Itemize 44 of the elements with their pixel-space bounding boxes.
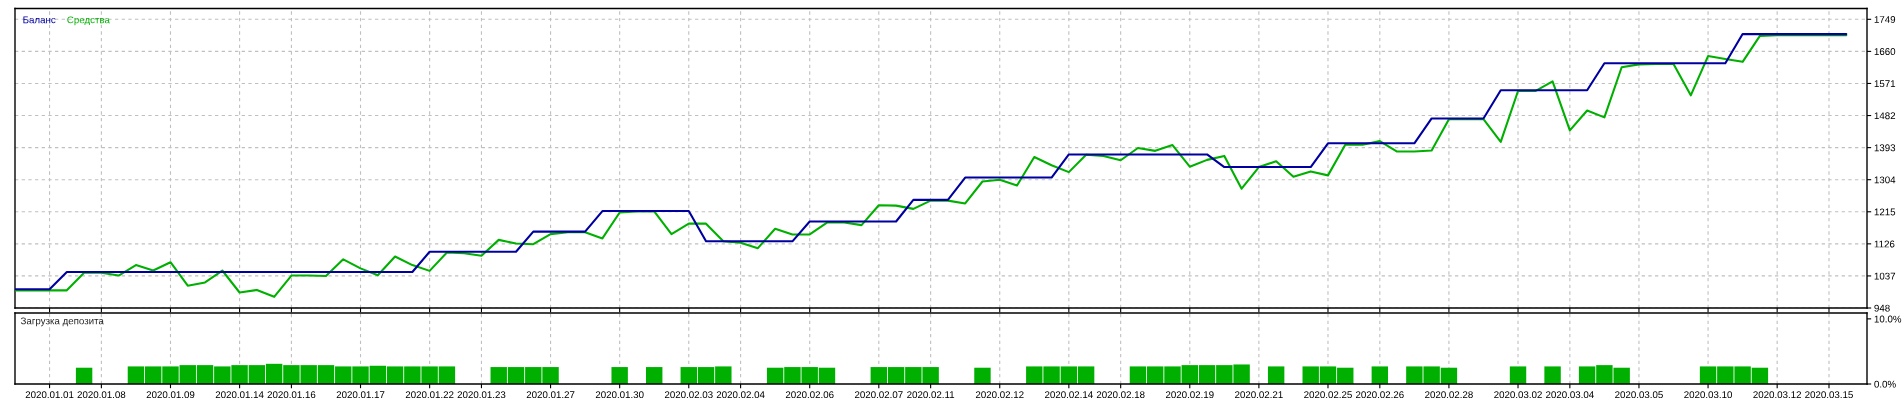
x-tick-label: 2020.01.16 xyxy=(267,391,316,399)
x-tick-label: 2020.02.14 xyxy=(1045,391,1093,399)
x-tick-label: 2020.01.17 xyxy=(336,391,385,399)
x-tick-label: 2020.01.01 xyxy=(25,391,74,399)
x-tick-label: 2020.02.07 xyxy=(854,391,903,399)
x-tick-label: 2020.02.25 xyxy=(1304,391,1352,399)
x-tick-label: 2020.01.08 xyxy=(77,391,126,399)
y-tick-label: 948 xyxy=(1874,304,1890,312)
x-tick-label: 2020.03.02 xyxy=(1494,391,1542,399)
y-tick-label: 1126 xyxy=(1874,240,1895,248)
y-tick-label: 1571 xyxy=(1874,80,1896,88)
x-tick-label: 2020.01.23 xyxy=(457,391,506,399)
x-tick-label: 2020.03.12 xyxy=(1753,391,1802,399)
x-tick-label: 2020.02.26 xyxy=(1355,391,1404,399)
x-tick-label: 2020.01.14 xyxy=(215,391,264,399)
x-tick-label: 2020.03.15 xyxy=(1805,391,1853,399)
x-tick-label: 2020.02.21 xyxy=(1235,391,1283,399)
x-tick-label: 2020.02.12 xyxy=(975,391,1024,399)
y-tick-label: 1037 xyxy=(1874,272,1896,280)
x-tick-label: 2020.03.04 xyxy=(1546,391,1594,399)
chart-title: Загрузка депозита xyxy=(20,317,104,327)
x-tick-label: 2020.01.22 xyxy=(405,391,454,399)
y-tick-label: 1660 xyxy=(1874,48,1896,56)
y-tick-label: 1393 xyxy=(1874,144,1896,152)
x-tick-label: 2020.01.09 xyxy=(146,391,195,399)
x-tick-label: 2020.02.28 xyxy=(1425,391,1473,399)
y-tick-label: 0.0% xyxy=(1874,380,1896,388)
text: Баланс xyxy=(23,16,56,24)
y-tick-label: 10.0% xyxy=(1874,315,1902,323)
x-tick-label: 2020.02.04 xyxy=(716,391,765,399)
text: Средства xyxy=(67,16,110,26)
x-tick-label: 2020.03.05 xyxy=(1615,391,1663,399)
x-tick-label: 2020.02.18 xyxy=(1096,391,1145,399)
x-tick-label: 2020.02.19 xyxy=(1165,391,1214,399)
y-tick-label: 1304 xyxy=(1874,176,1896,184)
x-tick-label: 2020.02.11 xyxy=(907,391,955,399)
y-tick-label: 1749 xyxy=(1874,16,1896,23)
x-tick-label: 2020.01.27 xyxy=(526,391,575,399)
y-tick-label: 1482 xyxy=(1874,112,1896,120)
x-tick-label: 2020.01.30 xyxy=(595,391,644,399)
x-tick-label: 2020.02.03 xyxy=(664,391,713,399)
x-tick-label: 2020.03.10 xyxy=(1684,391,1733,399)
y-tick-label: 1215 xyxy=(1874,208,1896,216)
x-tick-label: 2020.02.06 xyxy=(785,391,834,399)
